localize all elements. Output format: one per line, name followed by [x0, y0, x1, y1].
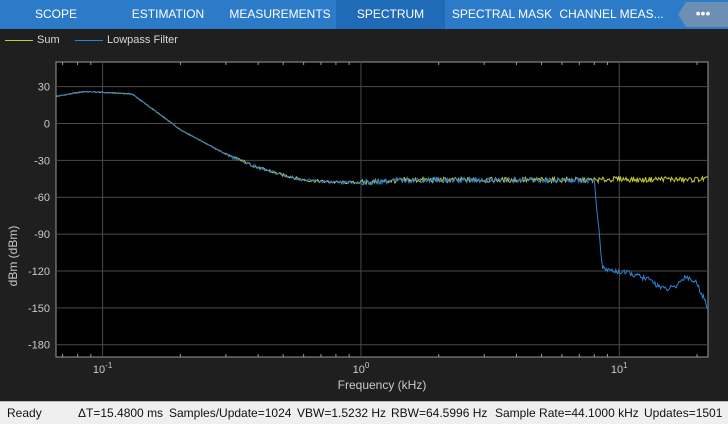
y-tick-label: 0	[44, 118, 50, 130]
tab-channel-measurements[interactable]: CHANNEL MEAS...	[559, 0, 664, 29]
status-samples-per-update: Samples/Update=1024	[169, 406, 292, 420]
tab-scope[interactable]: SCOPE	[0, 0, 112, 29]
more-tabs-button[interactable]: •••	[678, 2, 728, 27]
x-tick-label: 101	[611, 361, 628, 376]
status-rbw: RBW=64.5996 Hz	[391, 406, 488, 420]
grid	[56, 62, 708, 357]
legend-label-sum: Sum	[37, 34, 60, 46]
y-tick-labels: 30 0 -30 -60 -90 -120 -150 -180	[28, 82, 50, 352]
legend-swatch-lowpass	[75, 40, 103, 41]
y-tick-label: -30	[34, 155, 50, 167]
legend-item-lowpass[interactable]: Lowpass Filter	[75, 33, 185, 47]
status-vbw: VBW=1.5232 Hz	[297, 406, 387, 420]
y-tick-label: -120	[28, 266, 50, 278]
status-bar: Ready ΔT=15.4800 ms Samples/Update=1024 …	[0, 401, 728, 424]
y-tick-label: -90	[34, 229, 50, 241]
toolstrip-tabs: SCOPE ESTIMATION MEASUREMENTS SPECTRUM S…	[0, 0, 728, 29]
more-icon: •••	[695, 5, 711, 21]
tab-spectral-mask[interactable]: SPECTRAL MASK	[445, 0, 559, 29]
tab-estimation[interactable]: ESTIMATION	[112, 0, 224, 29]
tab-measurements[interactable]: MEASUREMENTS	[224, 0, 336, 29]
y-tick-label: -180	[28, 340, 50, 352]
legend-item-sum[interactable]: Sum	[5, 33, 65, 47]
status-ready: Ready	[7, 406, 42, 420]
x-tick-label: 10-1	[93, 361, 113, 376]
spectrum-plot[interactable]: 30 0 -30 -60 -90 -120 -150 -180 10-1 100 101 Freq…	[0, 51, 728, 401]
series-layer	[55, 90, 709, 311]
tab-spectrum[interactable]: SPECTRUM	[336, 0, 445, 29]
y-tick-label: -150	[28, 303, 50, 315]
axes-area[interactable]	[55, 61, 709, 358]
status-updates: Updates=1501	[644, 406, 723, 420]
x-tick-labels: 10-1 100 101	[93, 361, 628, 376]
legend-swatch-sum	[5, 40, 33, 41]
y-tick-label: -60	[34, 192, 50, 204]
y-tick-label: 30	[38, 82, 50, 94]
y-axis-label: dBm (dBm)	[6, 226, 20, 287]
status-delta-t: ΔT=15.4800 ms	[78, 406, 164, 420]
series-line-lowpass-filter	[55, 90, 709, 311]
legend: Sum Lowpass Filter	[0, 29, 728, 51]
status-sample-rate: Sample Rate=44.1000 kHz	[495, 406, 639, 420]
x-axis-label: Frequency (kHz)	[338, 378, 427, 392]
legend-label-lowpass: Lowpass Filter	[107, 34, 178, 46]
x-tick-label: 100	[353, 361, 370, 376]
